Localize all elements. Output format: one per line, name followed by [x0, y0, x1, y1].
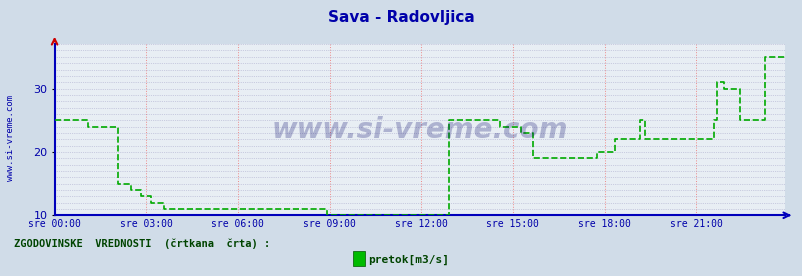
- Text: Sava - Radovljica: Sava - Radovljica: [328, 10, 474, 25]
- Text: www.si-vreme.com: www.si-vreme.com: [271, 116, 568, 144]
- Text: pretok[m3/s]: pretok[m3/s]: [367, 254, 448, 265]
- Text: ZGODOVINSKE  VREDNOSTI  (črtkana  črta) :: ZGODOVINSKE VREDNOSTI (črtkana črta) :: [14, 238, 270, 249]
- Text: www.si-vreme.com: www.si-vreme.com: [6, 95, 15, 181]
